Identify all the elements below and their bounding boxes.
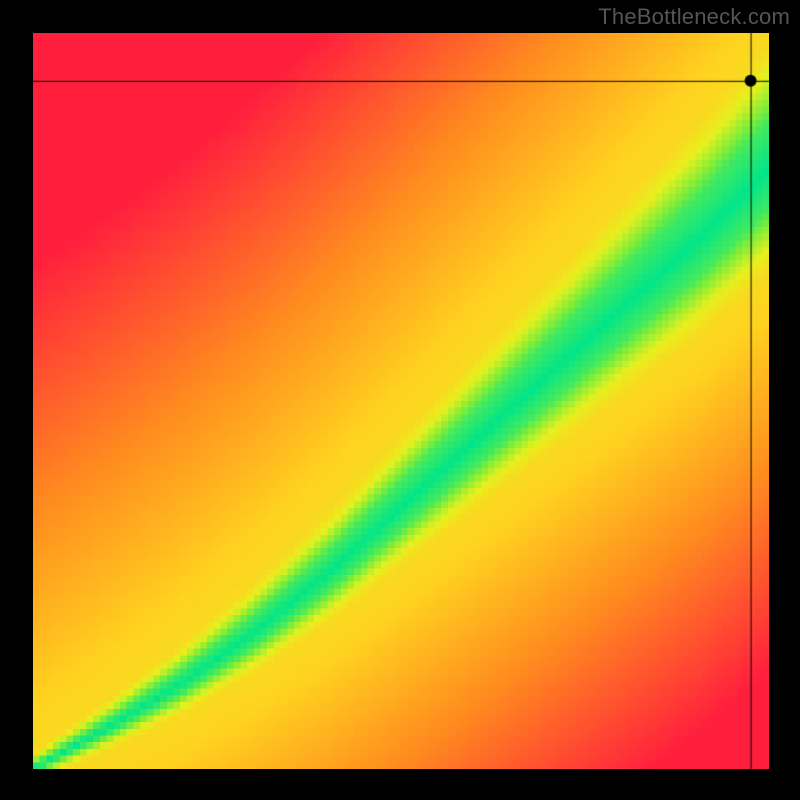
- watermark-text: TheBottleneck.com: [598, 4, 790, 30]
- bottleneck-heatmap: [33, 33, 769, 769]
- chart-container: TheBottleneck.com: [0, 0, 800, 800]
